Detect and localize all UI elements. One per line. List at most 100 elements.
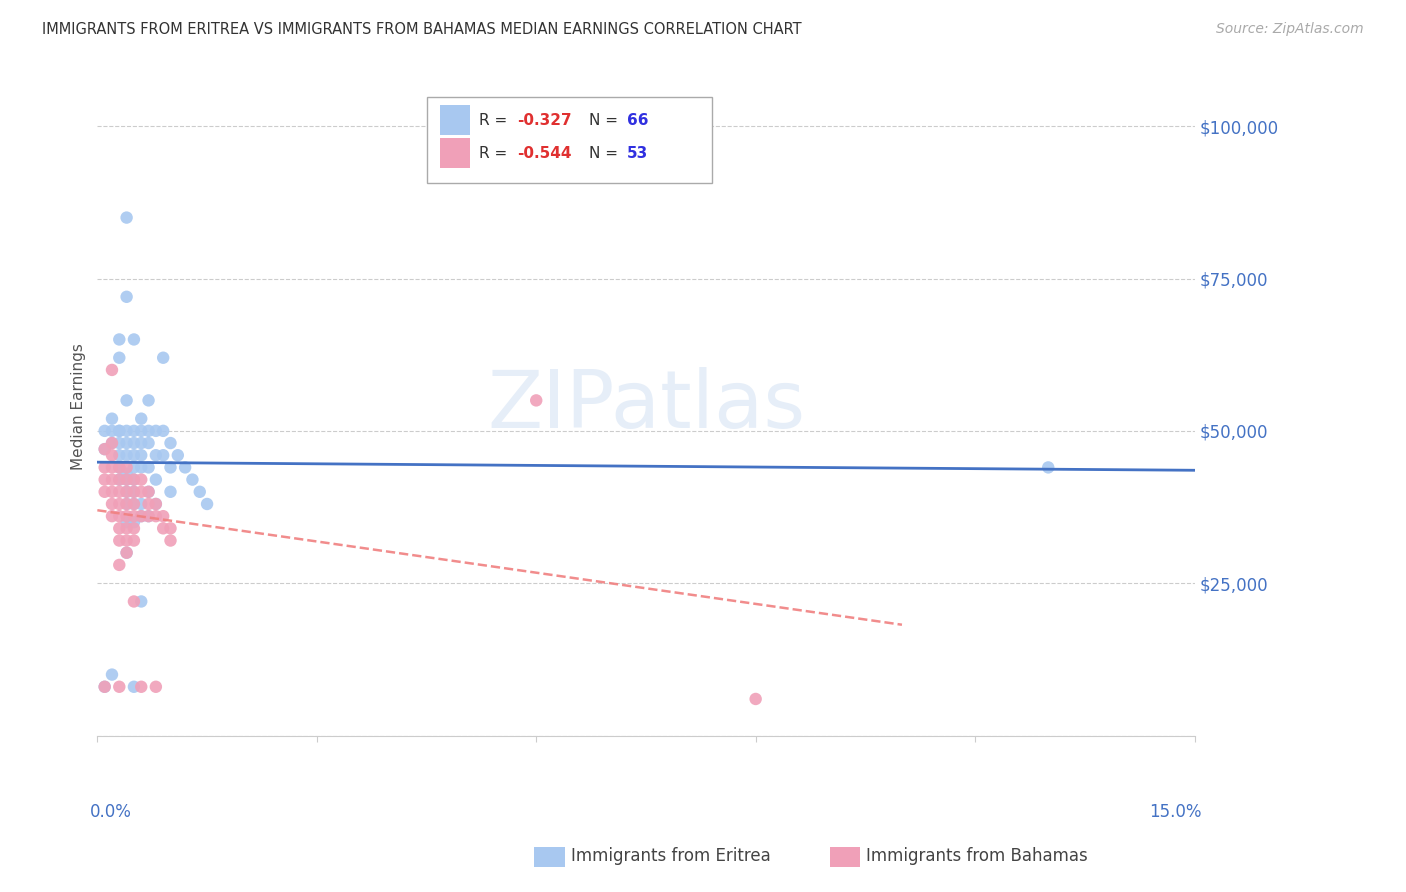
Text: R =: R = (479, 145, 512, 161)
Point (138, 484, 160, 499)
Point (101, 484, 124, 499)
Point (129, 411, 152, 425)
Point (115, 467, 138, 481)
Point (115, 424, 138, 438)
Point (108, 424, 131, 438)
Point (115, 546, 138, 560)
Point (129, 460, 152, 475)
Point (145, 473, 167, 487)
Point (115, 546, 138, 560)
Point (181, 473, 204, 487)
Point (108, 509, 131, 524)
Point (101, 363, 124, 377)
Point (129, 448, 152, 462)
Point (152, 521, 174, 535)
Point (115, 436, 138, 450)
Point (122, 680, 145, 694)
Text: 15.0%: 15.0% (1149, 803, 1202, 821)
Point (108, 333, 131, 347)
Point (1038, 460, 1060, 475)
Point (744, 692, 766, 706)
Text: Immigrants from Bahamas: Immigrants from Bahamas (866, 847, 1088, 865)
Point (101, 460, 124, 475)
Point (115, 448, 138, 462)
Bar (440, 105, 471, 135)
Point (138, 509, 160, 524)
Point (129, 680, 152, 694)
Point (115, 211, 138, 225)
Point (122, 509, 145, 524)
Point (145, 497, 167, 511)
Point (122, 533, 145, 548)
Point (122, 497, 145, 511)
Point (122, 448, 145, 462)
Point (101, 436, 124, 450)
Point (129, 509, 152, 524)
Point (93, 680, 115, 694)
Point (195, 497, 218, 511)
Point (129, 497, 152, 511)
Point (93, 424, 115, 438)
Point (159, 484, 181, 499)
Point (122, 436, 145, 450)
Point (115, 515, 138, 529)
Point (115, 484, 138, 499)
Point (101, 473, 124, 487)
Text: Source: ZipAtlas.com: Source: ZipAtlas.com (1216, 22, 1364, 37)
Point (122, 594, 145, 608)
Point (93, 473, 115, 487)
Point (93, 484, 115, 499)
Point (108, 533, 131, 548)
Point (152, 509, 174, 524)
Point (166, 448, 188, 462)
Text: IMMIGRANTS FROM ERITREA VS IMMIGRANTS FROM BAHAMAS MEDIAN EARNINGS CORRELATION C: IMMIGRANTS FROM ERITREA VS IMMIGRANTS FR… (42, 22, 801, 37)
Point (138, 497, 160, 511)
Point (108, 424, 131, 438)
Point (101, 497, 124, 511)
Point (138, 393, 160, 408)
Text: -0.327: -0.327 (517, 112, 572, 128)
Point (108, 497, 131, 511)
Point (101, 436, 124, 450)
Point (108, 460, 131, 475)
Point (108, 460, 131, 475)
Point (115, 533, 138, 548)
Point (101, 448, 124, 462)
Point (159, 533, 181, 548)
Point (108, 521, 131, 535)
Point (122, 333, 145, 347)
Point (93, 680, 115, 694)
Point (108, 558, 131, 572)
Point (115, 497, 138, 511)
Y-axis label: Median Earnings: Median Earnings (72, 343, 86, 470)
Point (115, 509, 138, 524)
Point (145, 448, 167, 462)
Text: Immigrants from Eritrea: Immigrants from Eritrea (571, 847, 770, 865)
Point (145, 424, 167, 438)
Point (115, 521, 138, 535)
Point (524, 393, 547, 408)
Point (115, 393, 138, 408)
Point (108, 473, 131, 487)
Point (93, 442, 115, 457)
Point (122, 521, 145, 535)
Point (129, 484, 152, 499)
Point (115, 473, 138, 487)
Point (108, 351, 131, 365)
Text: 0.0%: 0.0% (90, 803, 132, 821)
Text: R =: R = (479, 112, 512, 128)
Point (93, 442, 115, 457)
Point (129, 509, 152, 524)
Point (129, 436, 152, 450)
Point (108, 680, 131, 694)
Point (93, 460, 115, 475)
Point (138, 460, 160, 475)
Point (115, 497, 138, 511)
Point (188, 484, 211, 499)
Point (101, 424, 124, 438)
Point (138, 509, 160, 524)
Point (145, 509, 167, 524)
Point (122, 424, 145, 438)
Point (138, 484, 160, 499)
Point (122, 484, 145, 499)
